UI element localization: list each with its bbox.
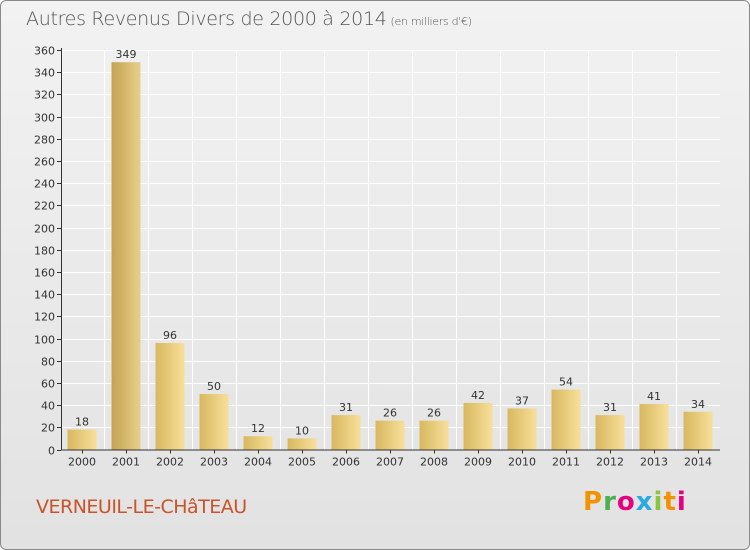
y-tick-label: 280 [34,134,55,147]
bar-2010 [507,408,537,450]
y-tick-label: 240 [34,178,55,191]
bar-2011 [551,389,581,450]
value-label-2010: 37 [515,394,529,407]
y-tick-label: 360 [34,45,55,58]
commune-name: VERNEUIL-LE-CHâTEAU [36,496,247,518]
gridlines [61,50,720,450]
value-label-2002: 96 [163,329,177,342]
value-label-2006: 31 [339,401,353,414]
bar-2006 [331,415,361,450]
value-label-2003: 50 [207,380,221,393]
x-tick-label-2011: 2011 [552,456,580,469]
proxiti-logo[interactable]: Proxiti [583,487,687,517]
bar-2012 [595,415,625,450]
logo-letter: i [676,487,687,517]
y-tick-label: 300 [34,112,55,125]
value-label-2007: 26 [383,407,397,420]
value-label-2013: 41 [647,390,661,403]
x-tick-label-2003: 2003 [200,456,228,469]
y-tick-label: 260 [34,156,55,169]
y-tick-label: 160 [34,267,55,280]
chart-title-text: Autres Revenus Divers de 2000 à 2014 [26,8,387,30]
y-tick-label: 120 [34,311,55,324]
bar-2000 [67,429,97,450]
x-tick-label-2013: 2013 [640,456,668,469]
y-tick-label: 220 [34,200,55,213]
logo-letter: t [663,487,677,517]
x-tick-label-2014: 2014 [684,456,712,469]
y-tick-label: 80 [41,356,55,369]
x-tick-label-2001: 2001 [112,456,140,469]
value-label-2012: 31 [603,401,617,414]
y-tick-label: 340 [34,67,55,80]
data-labels: 18 349 96 50 12 10 31 26 26 42 37 54 31 41 34 [75,48,705,437]
value-label-2009: 42 [471,389,485,402]
x-tick-label-2009: 2009 [464,456,492,469]
x-tick-label-2002: 2002 [156,456,184,469]
y-tick-label: 200 [34,223,55,236]
y-tick-label: 20 [41,422,55,435]
bars [67,62,713,450]
logo-letter: x [635,487,654,517]
x-tick-label-2005: 2005 [288,456,316,469]
x-tick-label-2000: 2000 [68,456,96,469]
x-tick-label-2006: 2006 [332,456,360,469]
chart-subtitle: (en milliers d'€) [390,15,472,28]
value-label-2011: 54 [559,376,573,389]
chart-title: Autres Revenus Divers de 2000 à 2014 (en … [26,8,472,30]
value-label-2008: 26 [427,407,441,420]
y-tick-label: 320 [34,89,55,102]
value-label-2000: 18 [75,416,89,429]
bar-2014 [683,411,713,450]
y-tick-label: 100 [34,334,55,347]
logo-letter: r [603,487,617,517]
bar-2002 [155,342,185,450]
axes: 0 20 40 60 80 100 120 140 160 180 200 220 240 260 280 3… [34,45,720,469]
x-tick-label-2004: 2004 [244,456,272,469]
value-label-2005: 10 [295,424,309,437]
bar-2013 [639,404,669,450]
y-tick-label: 180 [34,245,55,258]
bar-2003 [199,394,229,450]
bar-2007 [375,420,405,450]
value-label-2004: 12 [251,422,265,435]
y-tick-label: 40 [41,400,55,413]
value-label-2014: 34 [691,398,705,411]
logo-letter: i [653,487,664,517]
x-tick-label-2010: 2010 [508,456,536,469]
y-tick-label: 60 [41,378,55,391]
y-tick-label: 0 [48,445,55,458]
x-tick-label-2012: 2012 [596,456,624,469]
y-tick-label: 140 [34,289,55,302]
bar-2004 [243,436,273,450]
logo-letter: o [616,487,636,517]
bar-2001 [111,62,141,450]
value-label-2001: 349 [116,48,137,61]
bar-2008 [419,420,449,450]
bar-2009 [463,402,493,450]
logo-letter: P [583,487,604,517]
x-tick-label-2007: 2007 [376,456,404,469]
bar-2005 [287,438,317,450]
x-tick-label-2008: 2008 [420,456,448,469]
